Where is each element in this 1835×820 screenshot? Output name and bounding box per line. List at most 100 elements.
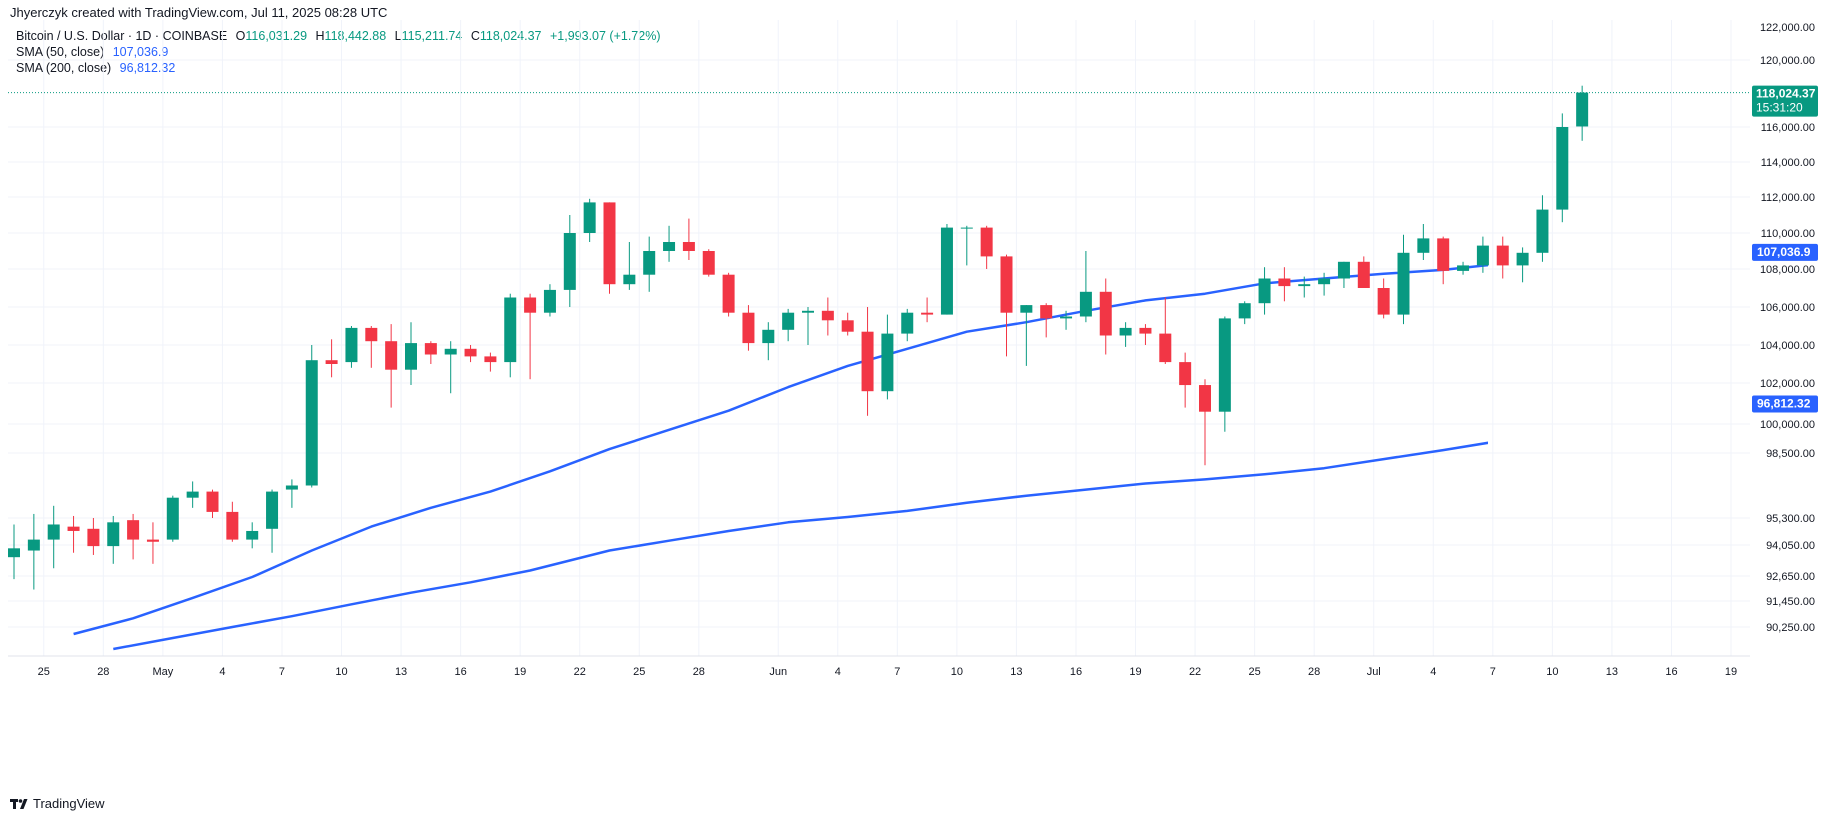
candle-down [424, 341, 437, 364]
candle-up [940, 224, 953, 315]
x-tick-label: 16 [1665, 666, 1677, 678]
candle-body [762, 329, 775, 344]
candle-body [1139, 327, 1152, 334]
candle-up [1218, 316, 1231, 432]
x-tick-label: 25 [1249, 666, 1261, 678]
x-tick-label: 4 [219, 666, 225, 678]
candle-body [623, 274, 636, 285]
sma50-tag: 107,036.9 [1752, 243, 1818, 261]
candle-body [1496, 245, 1509, 266]
candle-up [1258, 267, 1271, 315]
candle-body [166, 497, 179, 540]
candle-body [1179, 362, 1192, 386]
candle-body [682, 242, 695, 251]
candle-up [1119, 322, 1132, 347]
candle-up [543, 284, 556, 317]
candle-up [405, 322, 417, 386]
ohlc-legend: Bitcoin / U.S. Dollar · 1D · COINBASE O1… [16, 29, 660, 43]
close-label: C [470, 29, 480, 43]
sma200-label: SMA (200, close) [16, 61, 112, 75]
y-tick-label: 90,250.00 [1766, 622, 1815, 634]
x-tick-label: 28 [693, 666, 705, 678]
candle-body [1258, 278, 1271, 304]
candle-body [8, 548, 20, 558]
candle-body [643, 251, 656, 275]
low-label: L [394, 29, 402, 43]
candle-up [1476, 236, 1489, 273]
countdown-tag-value: 15:31:20 [1756, 101, 1803, 115]
x-tick-label: 7 [1490, 666, 1496, 678]
sma50-label: SMA (50, close) [16, 45, 105, 59]
high-label: H [315, 29, 325, 43]
sma200-tag: 96,812.32 [1752, 395, 1818, 413]
y-tick-label: 104,000.00 [1760, 340, 1815, 352]
sma50-legend[interactable]: SMA (50, close) 107,036.9 [16, 45, 168, 59]
tradingview-logo-icon [10, 798, 28, 809]
x-tick-label: 28 [1308, 666, 1320, 678]
candle-up [881, 314, 894, 400]
candle-body [285, 485, 298, 490]
tradingview-footer[interactable]: TradingView [10, 796, 105, 811]
candle-down [1278, 267, 1291, 302]
candle-body [1119, 327, 1132, 336]
y-tick-label: 100,000.00 [1760, 419, 1815, 431]
candle-layer [8, 85, 1589, 590]
candle-body [1020, 305, 1033, 313]
candle-body [206, 491, 219, 512]
x-tick-label: 10 [335, 666, 347, 678]
open-value: 116,031.29 [245, 29, 308, 43]
candle-up [1238, 301, 1251, 325]
candle-down [325, 339, 338, 378]
symbol-label[interactable]: Bitcoin / U.S. Dollar · 1D · COINBASE [16, 29, 228, 43]
candle-body [1040, 305, 1053, 319]
candle-up [107, 515, 120, 564]
change-value: +1,993.07 (+1.72%) [549, 29, 661, 43]
candle-up [782, 308, 795, 342]
candle-body [424, 343, 437, 355]
y-tick-label: 122,000.00 [1760, 22, 1815, 34]
candle-down [821, 297, 834, 336]
candle-up [1397, 234, 1410, 325]
candle-body [1079, 291, 1092, 317]
candle-down [980, 225, 993, 269]
x-tick-label: 25 [38, 666, 50, 678]
candle-body [901, 312, 914, 334]
candle-down [1357, 256, 1370, 288]
candle-body [1417, 238, 1430, 253]
candle-down [1000, 254, 1013, 357]
candle-down [1179, 352, 1192, 408]
candle-up [1417, 224, 1430, 260]
candle-down [1099, 278, 1112, 355]
candle-up [47, 505, 60, 569]
x-tick-label: 16 [455, 666, 467, 678]
x-tick-label: 10 [951, 666, 963, 678]
candle-body [1556, 127, 1569, 210]
sma200-legend[interactable]: SMA (200, close) 96,812.32 [16, 61, 175, 75]
candle-down [722, 272, 735, 317]
candle-body [484, 356, 497, 363]
y-tick-label: 94,050.00 [1766, 540, 1815, 552]
y-tick-label: 102,000.00 [1760, 378, 1815, 390]
candle-down [206, 489, 219, 518]
candle-up [643, 236, 656, 292]
sma50-tag-value: 107,036.9 [1757, 245, 1811, 259]
candle-body [325, 360, 338, 364]
candle-body [940, 227, 953, 315]
candle-body [405, 343, 417, 370]
y-tick-label: 91,450.00 [1766, 596, 1815, 608]
candle-up [186, 481, 199, 508]
sma200-tag-value: 96,812.32 [1757, 397, 1811, 411]
candle-down [841, 312, 854, 336]
x-tick-label: 4 [835, 666, 841, 678]
candle-down [1199, 379, 1211, 466]
x-tick-label: 7 [279, 666, 285, 678]
price-chart[interactable]: 122,000.00 120,000.00 116,000.00 114,000.00… [0, 0, 1835, 790]
candle-body [1000, 256, 1013, 313]
candle-body [702, 251, 715, 275]
candle-down [603, 202, 616, 294]
candle-down [1496, 236, 1509, 279]
candle-body [802, 310, 814, 313]
y-tick-label: 106,000.00 [1760, 302, 1815, 314]
candle-body [266, 491, 279, 529]
attribution-header: Jhyerczyk created with TradingView.com, … [10, 5, 388, 20]
